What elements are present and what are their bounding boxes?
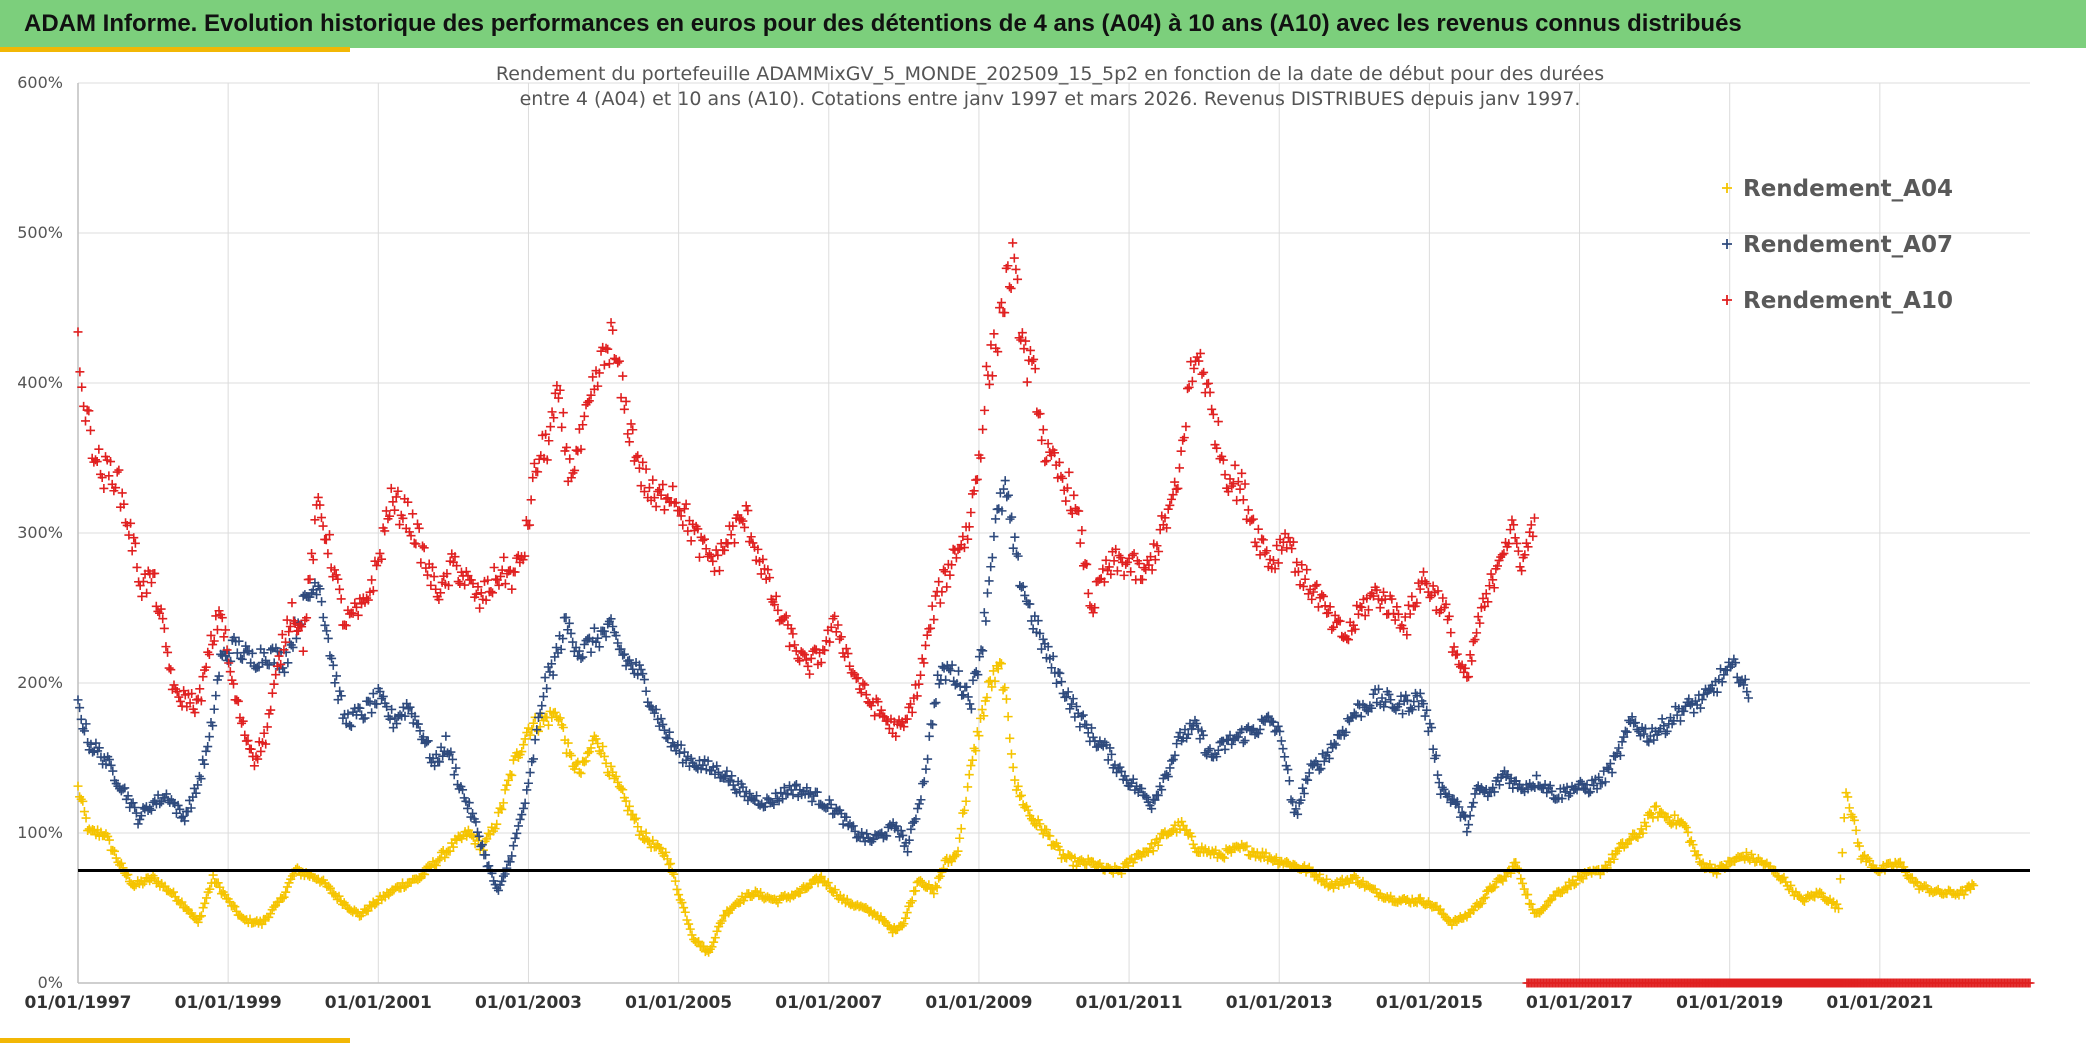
y-tick-label: 300% (17, 523, 63, 542)
legend-marker (1722, 183, 1732, 193)
y-axis: 0% 100% 200% 300% 400% 500% 600% (17, 73, 63, 992)
x-tick-label: 01/01/2005 (625, 993, 732, 1013)
y-tick-label: 100% (17, 823, 63, 842)
legend-label: Rendement_A10 (1743, 288, 1953, 314)
legend-item: Rendement_A04 (1722, 176, 1953, 202)
y-tick-label: 0% (38, 973, 63, 992)
legend-item: Rendement_A10 (1722, 288, 1953, 314)
x-tick-label: 01/01/2021 (1826, 993, 1933, 1013)
x-tick-label: 01/01/2007 (775, 993, 882, 1013)
chart-subtitle-line-2: entre 4 (A04) et 10 ans (A10). Cotations… (520, 88, 1581, 110)
legend-marker (1722, 295, 1732, 305)
y-tick-label: 400% (17, 373, 63, 392)
legend-item: Rendement_A07 (1722, 232, 1953, 258)
x-tick-label: 01/01/2013 (1226, 993, 1333, 1013)
y-tick-label: 500% (17, 223, 63, 242)
legend-label: Rendement_A07 (1743, 232, 1953, 258)
x-axis: 01/01/1997 01/01/1999 01/01/2001 01/01/2003… (24, 993, 1933, 1013)
y-tick-label: 600% (17, 73, 63, 92)
x-tick-label: 01/01/2017 (1526, 993, 1633, 1013)
series-Rendement_A10 (73, 238, 1539, 771)
x-tick-label: 01/01/2001 (325, 993, 432, 1013)
chart-legend: Rendement_A04 Rendement_A07 Rendement_A10 (1722, 176, 1953, 314)
returns-chart: 0%100%200%300%400%500%600% 01/01/1997 01/… (17, 63, 2035, 1013)
zero-band-markers (1522, 978, 2035, 988)
x-tick-label: 01/01/1999 (175, 993, 282, 1013)
accent-bar-bottom (0, 1038, 350, 1043)
chart-subtitle-line-1: Rendement du portefeuille ADAMMixGV_5_MO… (496, 63, 1604, 85)
legend-label: Rendement_A04 (1743, 176, 1953, 202)
legend-marker (1722, 239, 1732, 249)
series-Rendement_A04 (73, 658, 1979, 957)
x-tick-label: 01/01/1997 (24, 993, 131, 1013)
y-tick-label: 200% (17, 673, 63, 692)
x-tick-label: 01/01/2009 (925, 993, 1032, 1013)
x-tick-label: 01/01/2019 (1676, 993, 1783, 1013)
series-Rendement_A07 (73, 476, 1753, 895)
series-layer (73, 238, 2035, 988)
chart-grid (77, 82, 2030, 984)
x-tick-label: 01/01/2003 (475, 993, 582, 1013)
header-banner: ADAM Informe. Evolution historique des p… (0, 0, 2086, 48)
x-tick-label: 01/01/2011 (1076, 993, 1183, 1013)
accent-bar-top (0, 47, 350, 52)
x-tick-label: 01/01/2015 (1376, 993, 1483, 1013)
page-title: ADAM Informe. Evolution historique des p… (24, 10, 1742, 37)
